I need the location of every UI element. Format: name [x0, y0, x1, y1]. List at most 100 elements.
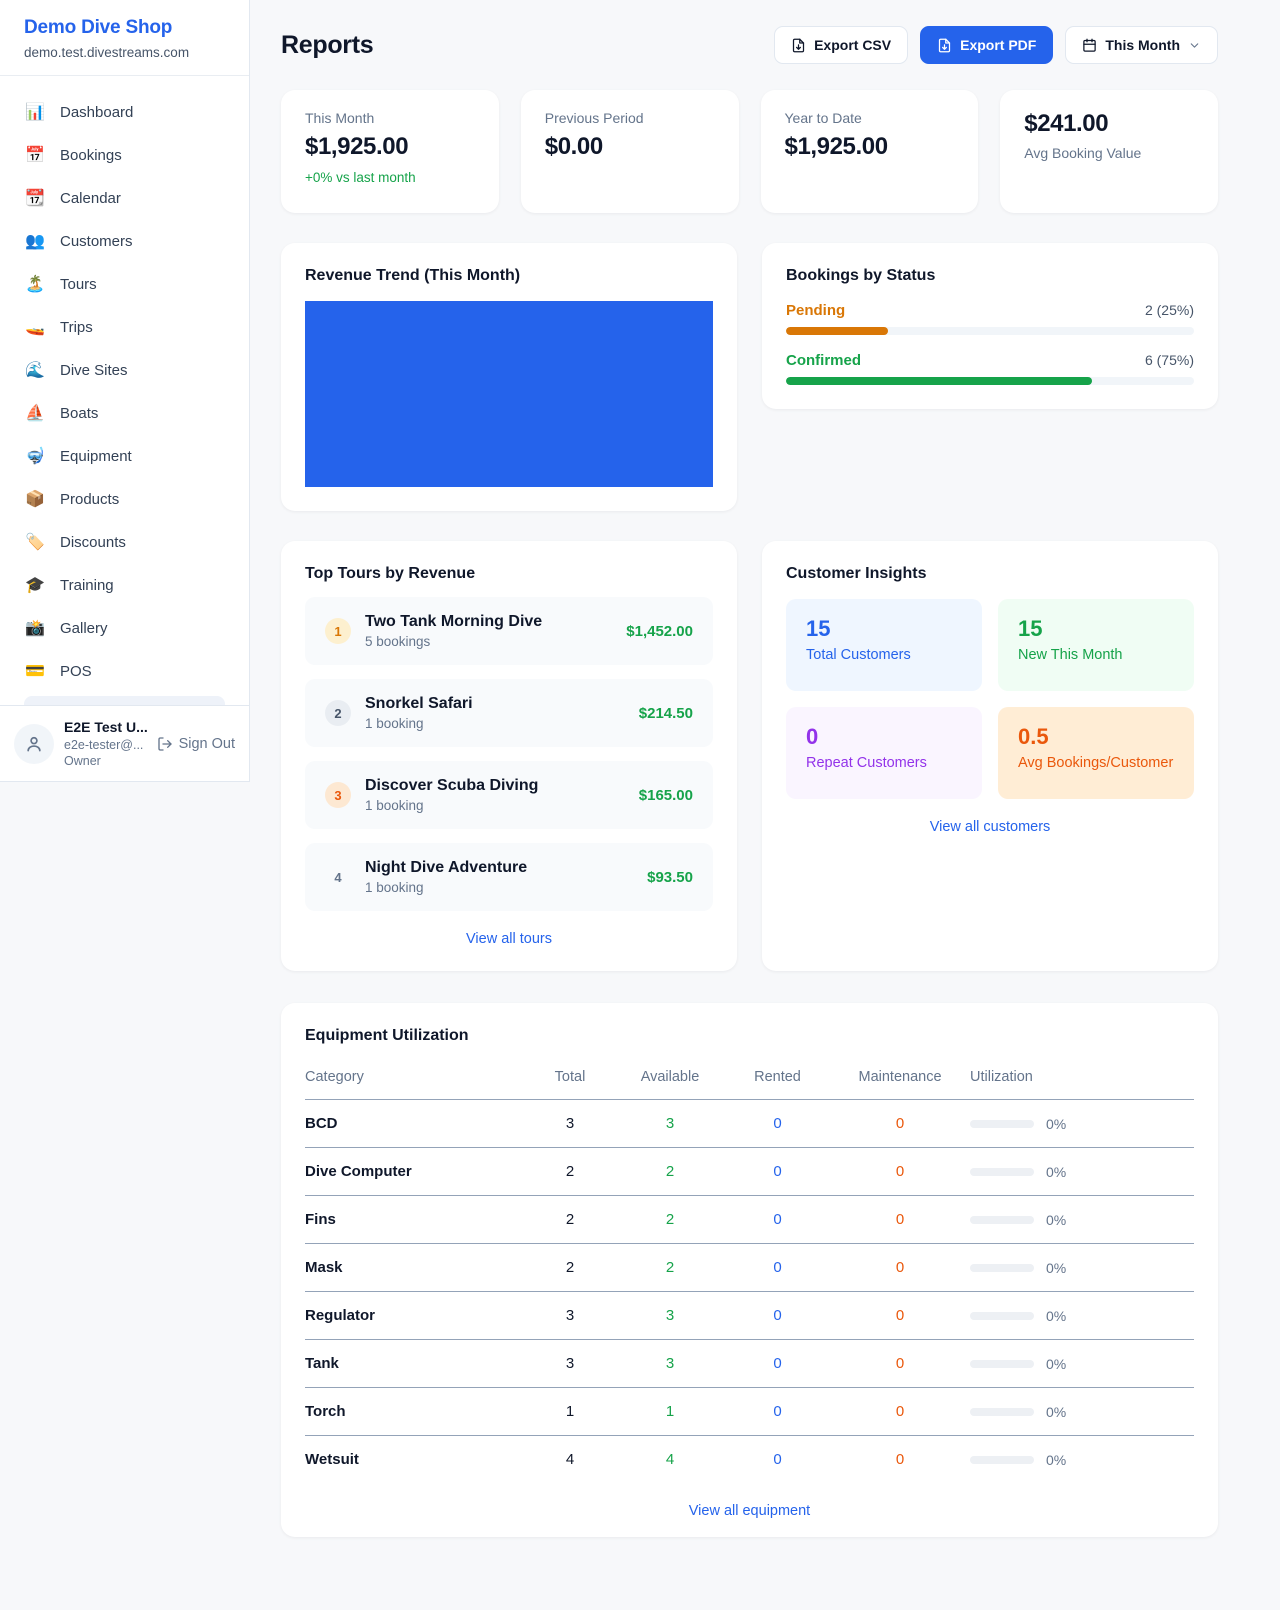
sidebar-item-label: Products: [60, 490, 120, 508]
sidebar-item-reports-partial[interactable]: [24, 696, 225, 706]
sidebar-item-trips[interactable]: 🚤 Trips: [12, 309, 237, 345]
person-icon: [27, 736, 41, 752]
equipment-rented: 0: [725, 1195, 830, 1244]
equipment-available: 2: [615, 1243, 725, 1292]
package-icon: 📦: [25, 491, 45, 508]
equipment-maintenance: 0: [830, 1339, 970, 1388]
user-avatar: [14, 723, 54, 764]
column-header-category: Category: [305, 1059, 525, 1100]
column-header-available: Available: [615, 1059, 725, 1100]
sidebar-item-training[interactable]: 🎓 Training: [12, 567, 237, 603]
tour-name: Discover Scuba Diving: [365, 777, 539, 794]
tour-bookings: 5 bookings: [365, 634, 431, 649]
tour-row: 2 Snorkel Safari 1 booking $214.50: [305, 679, 713, 747]
tile-label: Avg Bookings/Customer: [1018, 755, 1174, 771]
sidebar-panel: Demo Dive Shop demo.test.divestreams.com…: [0, 0, 250, 782]
equipment-rented: 0: [725, 1387, 830, 1436]
equipment-utilization-title: Equipment Utilization: [305, 1027, 469, 1044]
equipment-maintenance: 0: [830, 1147, 970, 1196]
equipment-row: Tank 3 3 0 0 0%: [305, 1339, 1194, 1388]
equipment-available: 2: [615, 1195, 725, 1244]
sailboat-icon: ⛵: [25, 405, 45, 422]
insight-tile-total-customers: 15 Total Customers: [786, 599, 982, 691]
file-download-icon: [792, 38, 805, 52]
sidebar-item-tours[interactable]: 🏝️ Tours: [12, 266, 237, 302]
stat-label: Previous Period: [544, 110, 644, 126]
sidebar-item-customers[interactable]: 👥 Customers: [12, 223, 237, 259]
equipment-category: Wetsuit: [305, 1451, 359, 1468]
utilization-percent: 0%: [1046, 1355, 1067, 1372]
equipment-category: Regulator: [305, 1291, 525, 1340]
utilization-percent: 0%: [1046, 1451, 1067, 1468]
view-all-customers-link[interactable]: View all customers: [929, 819, 1051, 835]
sidebar-item-products[interactable]: 📦 Products: [12, 481, 237, 517]
sidebar-item-boats[interactable]: ⛵ Boats: [12, 395, 237, 431]
period-dropdown[interactable]: This Month: [1065, 26, 1218, 64]
equipment-maintenance: 0: [830, 1195, 970, 1244]
period-label: This Month: [1105, 37, 1180, 53]
sidebar-item-bookings[interactable]: 📅 Bookings: [12, 137, 237, 173]
equipment-available: 3: [615, 1099, 725, 1148]
equipment-maintenance: 0: [830, 1099, 970, 1148]
export-pdf-label: Export PDF: [960, 37, 1037, 53]
tour-bookings: 1 booking: [365, 880, 424, 895]
tour-revenue: $165.00: [638, 786, 693, 804]
equipment-total: 1: [525, 1387, 615, 1436]
tile-value: 0: [806, 724, 819, 749]
sidebar-item-discounts[interactable]: 🏷️ Discounts: [12, 524, 237, 560]
sidebar-item-equipment[interactable]: 🤿 Equipment: [12, 438, 237, 474]
stat-card-previous-period: Previous Period $0.00: [520, 90, 739, 213]
tour-revenue: $1,452.00: [626, 622, 693, 640]
rank-badge: 4: [334, 869, 342, 885]
equipment-total: 3: [525, 1291, 615, 1340]
utilization-percent: 0%: [1046, 1163, 1067, 1180]
equipment-category: Fins: [305, 1195, 525, 1244]
main-content: Reports Export CSV Export PDF This Month…: [250, 0, 1280, 1610]
equipment-category: BCD: [305, 1099, 525, 1148]
status-progress-fill: [786, 327, 888, 335]
export-csv-button[interactable]: Export CSV: [774, 26, 909, 64]
equipment-row: Mask 2 2 0 0 0%: [305, 1243, 1194, 1292]
revenue-trend-card: Revenue Trend (This Month): [281, 243, 737, 511]
user-role: Owner: [64, 753, 101, 768]
sidebar-item-label: Boats: [60, 404, 99, 422]
equipment-row: BCD 3 3 0 0 0%: [305, 1099, 1194, 1148]
equipment-total: 3: [525, 1339, 615, 1388]
log-out-icon: [157, 736, 172, 751]
sidebar-item-pos[interactable]: 💳 POS: [12, 653, 237, 689]
stat-label: Avg Booking Value: [1024, 145, 1142, 161]
shop-name: Demo Dive Shop: [24, 17, 173, 38]
bookings-calendar-icon: 📅: [25, 147, 45, 164]
equipment-category: Tank: [305, 1339, 525, 1388]
tour-row: 1 Two Tank Morning Dive 5 bookings $1,45…: [305, 597, 713, 665]
utilization-bar: [970, 1119, 1034, 1128]
tour-revenue: $214.50: [638, 704, 693, 722]
export-pdf-button[interactable]: Export PDF: [920, 26, 1054, 64]
equipment-rented: 0: [725, 1099, 830, 1148]
equipment-row: Torch 1 1 0 0 0%: [305, 1387, 1194, 1436]
column-header-total: Total: [525, 1059, 615, 1100]
equipment-available: 3: [615, 1291, 725, 1340]
sidebar-item-calendar[interactable]: 📆 Calendar: [12, 180, 237, 216]
diving-mask-icon: 🤿: [25, 448, 45, 465]
sign-out-button[interactable]: Sign Out: [157, 736, 235, 752]
tour-name: Snorkel Safari: [365, 695, 473, 712]
user-info: E2E Test U... e2e-tester@... Owner: [64, 718, 148, 769]
sidebar-item-dashboard[interactable]: 📊 Dashboard: [12, 94, 237, 130]
sidebar-item-gallery[interactable]: 📸 Gallery: [12, 610, 237, 646]
equipment-table-body: BCD 3 3 0 0 0% Dive Computer 2 2 0 0 0% Fins 2 2 0 0 0% Ma…: [305, 1099, 1194, 1484]
credit-card-icon: 💳: [25, 663, 45, 680]
trips-boat-icon: 🚤: [25, 319, 45, 336]
page-title: Reports: [281, 30, 374, 59]
bookings-by-status-title: Bookings by Status: [786, 267, 936, 284]
view-all-equipment-link[interactable]: View all equipment: [688, 1503, 811, 1519]
insight-tiles: 15 Total Customers 15 New This Month 0 R…: [786, 599, 1194, 799]
view-all-tours-link[interactable]: View all tours: [466, 931, 552, 947]
sidebar-item-dive-sites[interactable]: 🌊 Dive Sites: [12, 352, 237, 388]
user-panel: E2E Test U... e2e-tester@... Owner Sign …: [0, 705, 249, 781]
equipment-total: 2: [525, 1243, 615, 1292]
tour-bookings: 1 booking: [365, 716, 424, 731]
stats-row: This Month $1,925.00 +0% vs last month P…: [281, 90, 1218, 213]
charts-row: Revenue Trend (This Month) Bookings by S…: [281, 243, 1218, 511]
tag-icon: 🏷️: [25, 534, 45, 551]
